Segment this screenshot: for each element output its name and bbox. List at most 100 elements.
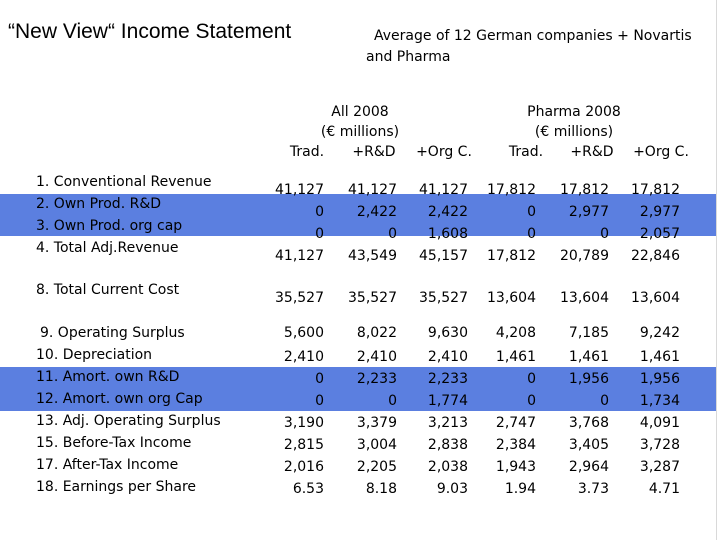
table-cell: 3,768	[568, 415, 609, 431]
table-cell: 0	[600, 393, 609, 409]
column-header-5: +Org C.	[633, 144, 689, 160]
table-cell: 1,734	[639, 393, 680, 409]
table-cell: 4.71	[648, 481, 680, 497]
table-cell: 2,410	[427, 349, 468, 365]
table-cell: 3.73	[577, 481, 609, 497]
highlight-band-amortization	[0, 367, 716, 411]
table-cell: 6.53	[292, 481, 324, 497]
table-cell: 45,157	[419, 248, 468, 264]
row-label: 2. Own Prod. R&D	[36, 196, 162, 212]
table-cell: 2,747	[495, 415, 536, 431]
row-label: 8. Total Current Cost	[36, 282, 180, 298]
table-cell: 5,600	[283, 325, 324, 341]
table-cell: 2,977	[639, 204, 680, 220]
table-cell: 0	[388, 393, 397, 409]
table-cell: 0	[527, 226, 536, 242]
subtitle-line-2: and Pharma	[366, 49, 451, 65]
column-header-4: +R&D	[570, 144, 614, 160]
table-cell: 9.03	[436, 481, 468, 497]
table-cell: 0	[315, 393, 324, 409]
column-header-0: Trad.	[289, 144, 325, 160]
table-cell: 2,057	[639, 226, 680, 242]
table-cell: 2,233	[427, 371, 468, 387]
table-cell: 17,812	[631, 182, 680, 198]
table-cell: 2,205	[356, 459, 397, 475]
row-label: 15. Before-Tax Income	[36, 435, 192, 451]
table-cell: 1,461	[495, 349, 536, 365]
table-cell: 3,213	[427, 415, 468, 431]
row-label: 11. Amort. own R&D	[36, 369, 180, 385]
table-cell: 3,405	[568, 437, 609, 453]
table-cell: 35,527	[348, 290, 397, 306]
table-cell: 17,812	[560, 182, 609, 198]
table-cell: 3,287	[639, 459, 680, 475]
row-label: 1. Conventional Revenue	[36, 174, 212, 190]
slide-title: “New View“ Income Statement	[8, 20, 292, 43]
table-cell: 4,208	[495, 325, 536, 341]
table-cell: 13,604	[631, 290, 680, 306]
column-header-1: +R&D	[352, 144, 396, 160]
table-cell: 0	[388, 226, 397, 242]
table-cell: 2,815	[283, 437, 324, 453]
table-cell: 2,038	[427, 459, 468, 475]
row-label: 10. Depreciation	[36, 347, 153, 363]
row-label: 4. Total Adj.Revenue	[36, 240, 179, 256]
table-cell: 20,789	[560, 248, 609, 264]
table-cell: 0	[315, 226, 324, 242]
table-cell: 2,422	[356, 204, 397, 220]
row-label: 12. Amort. own org Cap	[36, 391, 203, 407]
table-cell: 35,527	[419, 290, 468, 306]
table-cell: 0	[315, 371, 324, 387]
table-cell: 17,812	[487, 182, 536, 198]
table-cell: 41,127	[419, 182, 468, 198]
row-label: 18. Earnings per Share	[36, 479, 197, 495]
row-label: 13. Adj. Operating Surplus	[36, 413, 221, 429]
table-cell: 41,127	[275, 248, 324, 264]
header-pharma-2008-line2: (€ millions)	[534, 124, 614, 140]
table-cell: 22,846	[631, 248, 680, 264]
table-cell: 2,016	[283, 459, 324, 475]
table-cell: 8.18	[365, 481, 397, 497]
table-cell: 3,190	[283, 415, 324, 431]
table-cell: 3,004	[356, 437, 397, 453]
column-header-2: +Org C.	[416, 144, 472, 160]
header-all-2008-line1: All 2008	[331, 104, 389, 120]
table-cell: 1,943	[495, 459, 536, 475]
table-cell: 43,549	[348, 248, 397, 264]
subtitle-line-1: Average of 12 German companies + Novarti…	[374, 28, 692, 44]
table-cell: 4,091	[639, 415, 680, 431]
table-cell: 3,728	[639, 437, 680, 453]
row-label: 3. Own Prod. org cap	[36, 218, 183, 234]
table-cell: 13,604	[560, 290, 609, 306]
table-cell: 2,410	[356, 349, 397, 365]
table-cell: 41,127	[348, 182, 397, 198]
table-cell: 2,422	[427, 204, 468, 220]
table-cell: 35,527	[275, 290, 324, 306]
table-cell: 0	[527, 204, 536, 220]
table-cell: 0	[315, 204, 324, 220]
table-cell: 2,977	[568, 204, 609, 220]
table-cell: 2,964	[568, 459, 609, 475]
table-cell: 0	[527, 371, 536, 387]
table-cell: 1,461	[639, 349, 680, 365]
table-cell: 1,956	[639, 371, 680, 387]
row-label: 17. After-Tax Income	[36, 457, 179, 473]
table-cell: 41,127	[275, 182, 324, 198]
table-cell: 17,812	[487, 248, 536, 264]
highlight-band-revenue	[0, 194, 716, 236]
row-label: 9. Operating Surplus	[40, 325, 185, 341]
table-cell: 8,022	[356, 325, 397, 341]
column-header-3: Trad.	[508, 144, 544, 160]
table-cell: 9,242	[639, 325, 680, 341]
header-pharma-2008-line1: Pharma 2008	[527, 104, 621, 120]
table-cell: 0	[600, 226, 609, 242]
table-cell: 13,604	[487, 290, 536, 306]
slide-border	[716, 0, 717, 540]
table-cell: 1,774	[427, 393, 468, 409]
table-cell: 7,185	[568, 325, 609, 341]
table-cell: 1.94	[504, 481, 536, 497]
table-cell: 2,410	[283, 349, 324, 365]
table-cell: 3,379	[356, 415, 397, 431]
table-cell: 9,630	[427, 325, 468, 341]
